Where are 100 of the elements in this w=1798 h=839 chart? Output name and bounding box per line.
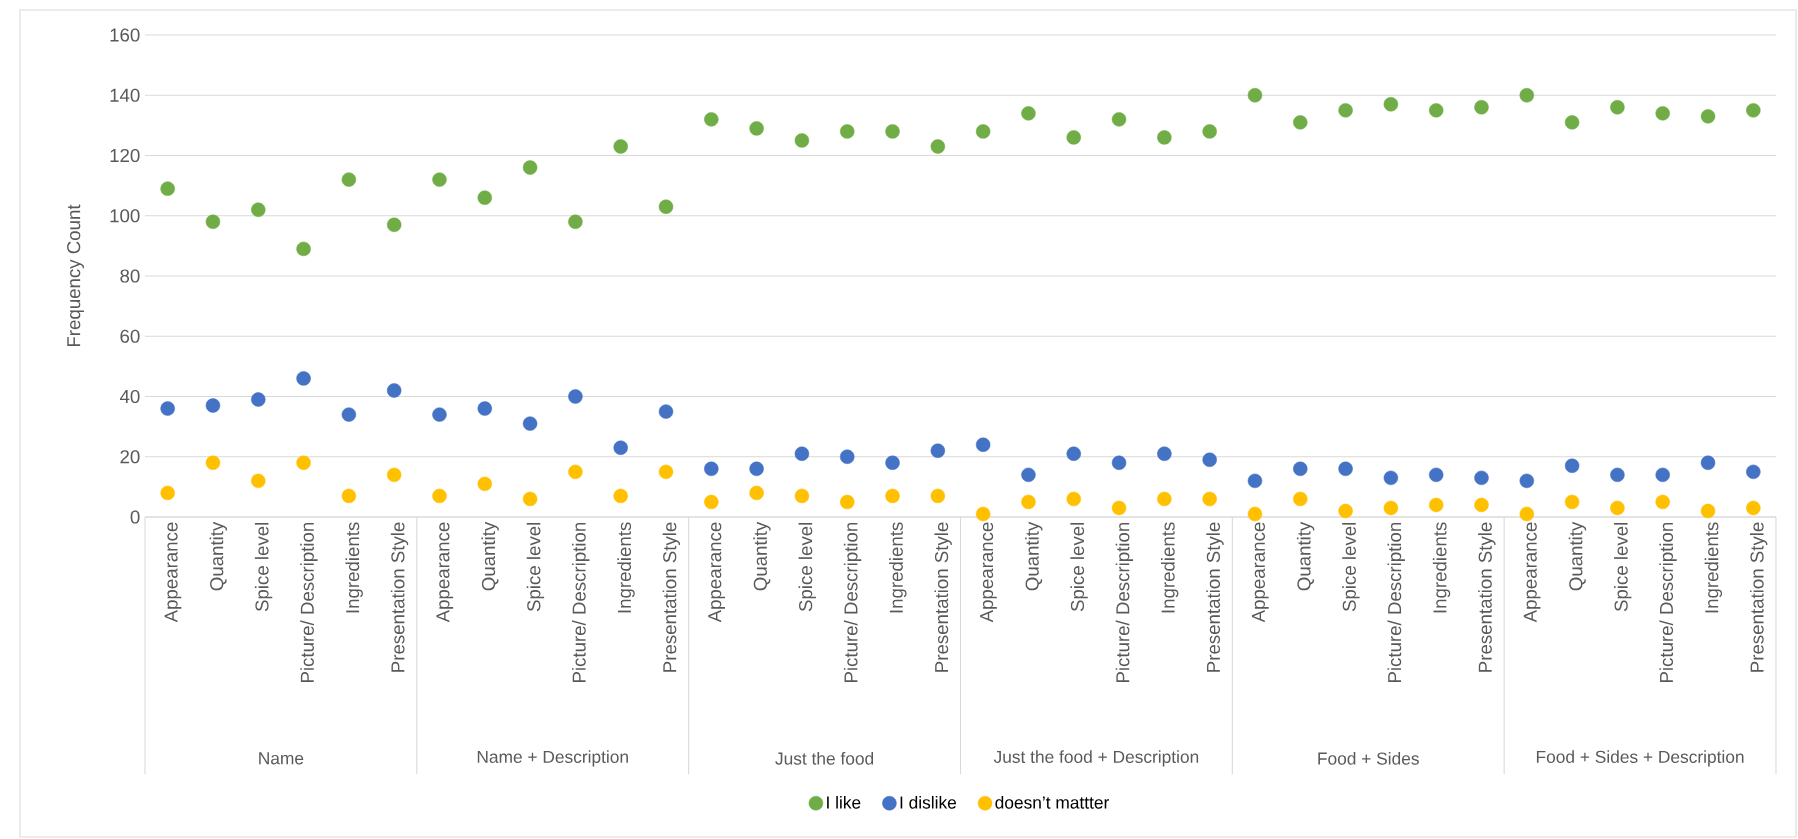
point (568, 389, 583, 404)
x-tick-label: Presentation Style (1478, 522, 1496, 672)
point (341, 172, 357, 187)
point (1519, 506, 1535, 522)
x-tick-label: Appearance (708, 522, 725, 623)
point (1474, 100, 1489, 115)
x-tick-label: Spice level (1070, 522, 1088, 612)
point (749, 121, 764, 136)
point (1519, 473, 1535, 489)
point (205, 455, 221, 470)
point (1655, 106, 1670, 121)
point (1157, 446, 1172, 461)
point (522, 491, 538, 507)
text: Food + Sides + Description (1536, 750, 1744, 767)
point (749, 485, 764, 501)
point (1293, 115, 1308, 130)
x-tick-label: Ingredients (1160, 522, 1179, 613)
point (477, 476, 492, 492)
x-tick-label: Spice level (798, 522, 816, 612)
point (704, 461, 719, 476)
point (613, 488, 628, 504)
point (1247, 88, 1263, 103)
point (386, 383, 402, 398)
x-tick-label: Quantity (1025, 521, 1043, 591)
point (1202, 124, 1217, 139)
x-tick-label: Ingredients (345, 522, 363, 613)
point (1247, 506, 1263, 522)
point (794, 133, 810, 148)
x-tick-label: Spice level (254, 522, 273, 612)
point (1111, 455, 1127, 470)
point (749, 461, 764, 476)
point (1564, 494, 1580, 510)
point (658, 464, 674, 480)
y-tick-label: 140 (110, 88, 140, 102)
y-tick-label: 0 (130, 510, 140, 524)
x-tick-label: Picture/ Description (843, 522, 862, 683)
point (840, 494, 855, 510)
y-tick-label: 160 (110, 28, 140, 42)
x-tick-label: Picture/ Description (1659, 522, 1677, 683)
point (1655, 467, 1670, 483)
y-tick-label: 80 (120, 269, 140, 283)
point (885, 455, 900, 470)
point (1338, 461, 1353, 476)
point (1428, 467, 1444, 483)
point (1700, 455, 1716, 470)
point (1066, 491, 1081, 507)
point (522, 160, 538, 175)
point (658, 404, 674, 419)
text: Food + Sides (1318, 751, 1419, 765)
legend-label: doesn’t mattter (995, 795, 1110, 809)
point (1293, 491, 1308, 507)
point (704, 494, 719, 510)
point (1610, 500, 1625, 516)
x-tick-label: Quantity (753, 521, 771, 591)
text: Just the food (775, 751, 874, 765)
point (840, 449, 855, 464)
point (1746, 464, 1761, 480)
point (386, 217, 402, 232)
x-tick-label: Ingredients (1432, 522, 1451, 613)
point (432, 407, 447, 422)
point (160, 401, 175, 416)
point (1066, 130, 1081, 145)
point (1474, 497, 1489, 513)
y-tick-label: 40 (119, 389, 140, 404)
point (1293, 461, 1308, 476)
x-tick-label: Spice level (1614, 522, 1632, 612)
point (885, 124, 900, 139)
x-tick-label: Picture/ Description (1387, 522, 1405, 683)
point (930, 488, 946, 504)
point (296, 455, 311, 470)
point (975, 124, 991, 139)
x-tick-label: Ingredients (1704, 522, 1723, 613)
y-tick-label: 20 (120, 450, 140, 464)
point (1383, 470, 1399, 486)
point (1474, 470, 1489, 486)
point (1519, 88, 1535, 103)
point (341, 488, 357, 504)
x-tick-label: Appearance (1251, 522, 1269, 623)
x-tick-label: Quantity (1296, 521, 1315, 591)
point (432, 488, 447, 504)
point (1157, 491, 1172, 507)
point (613, 139, 628, 154)
point (568, 464, 583, 480)
x-tick-label: Presentation Style (934, 522, 952, 672)
point (1247, 473, 1263, 489)
point (296, 371, 311, 386)
point (930, 139, 946, 154)
point (522, 416, 538, 431)
x-tick-label: Presentation Style (662, 522, 681, 672)
point (1202, 491, 1217, 507)
text: Just the food + Description (993, 750, 1199, 767)
point (1746, 103, 1761, 118)
text: Name (259, 752, 304, 765)
point (1655, 494, 1670, 510)
point (296, 241, 311, 257)
x-tick-label: Spice level (1342, 522, 1360, 612)
point (1428, 497, 1444, 513)
point (1383, 97, 1399, 112)
point (1338, 503, 1353, 519)
point (568, 214, 583, 229)
